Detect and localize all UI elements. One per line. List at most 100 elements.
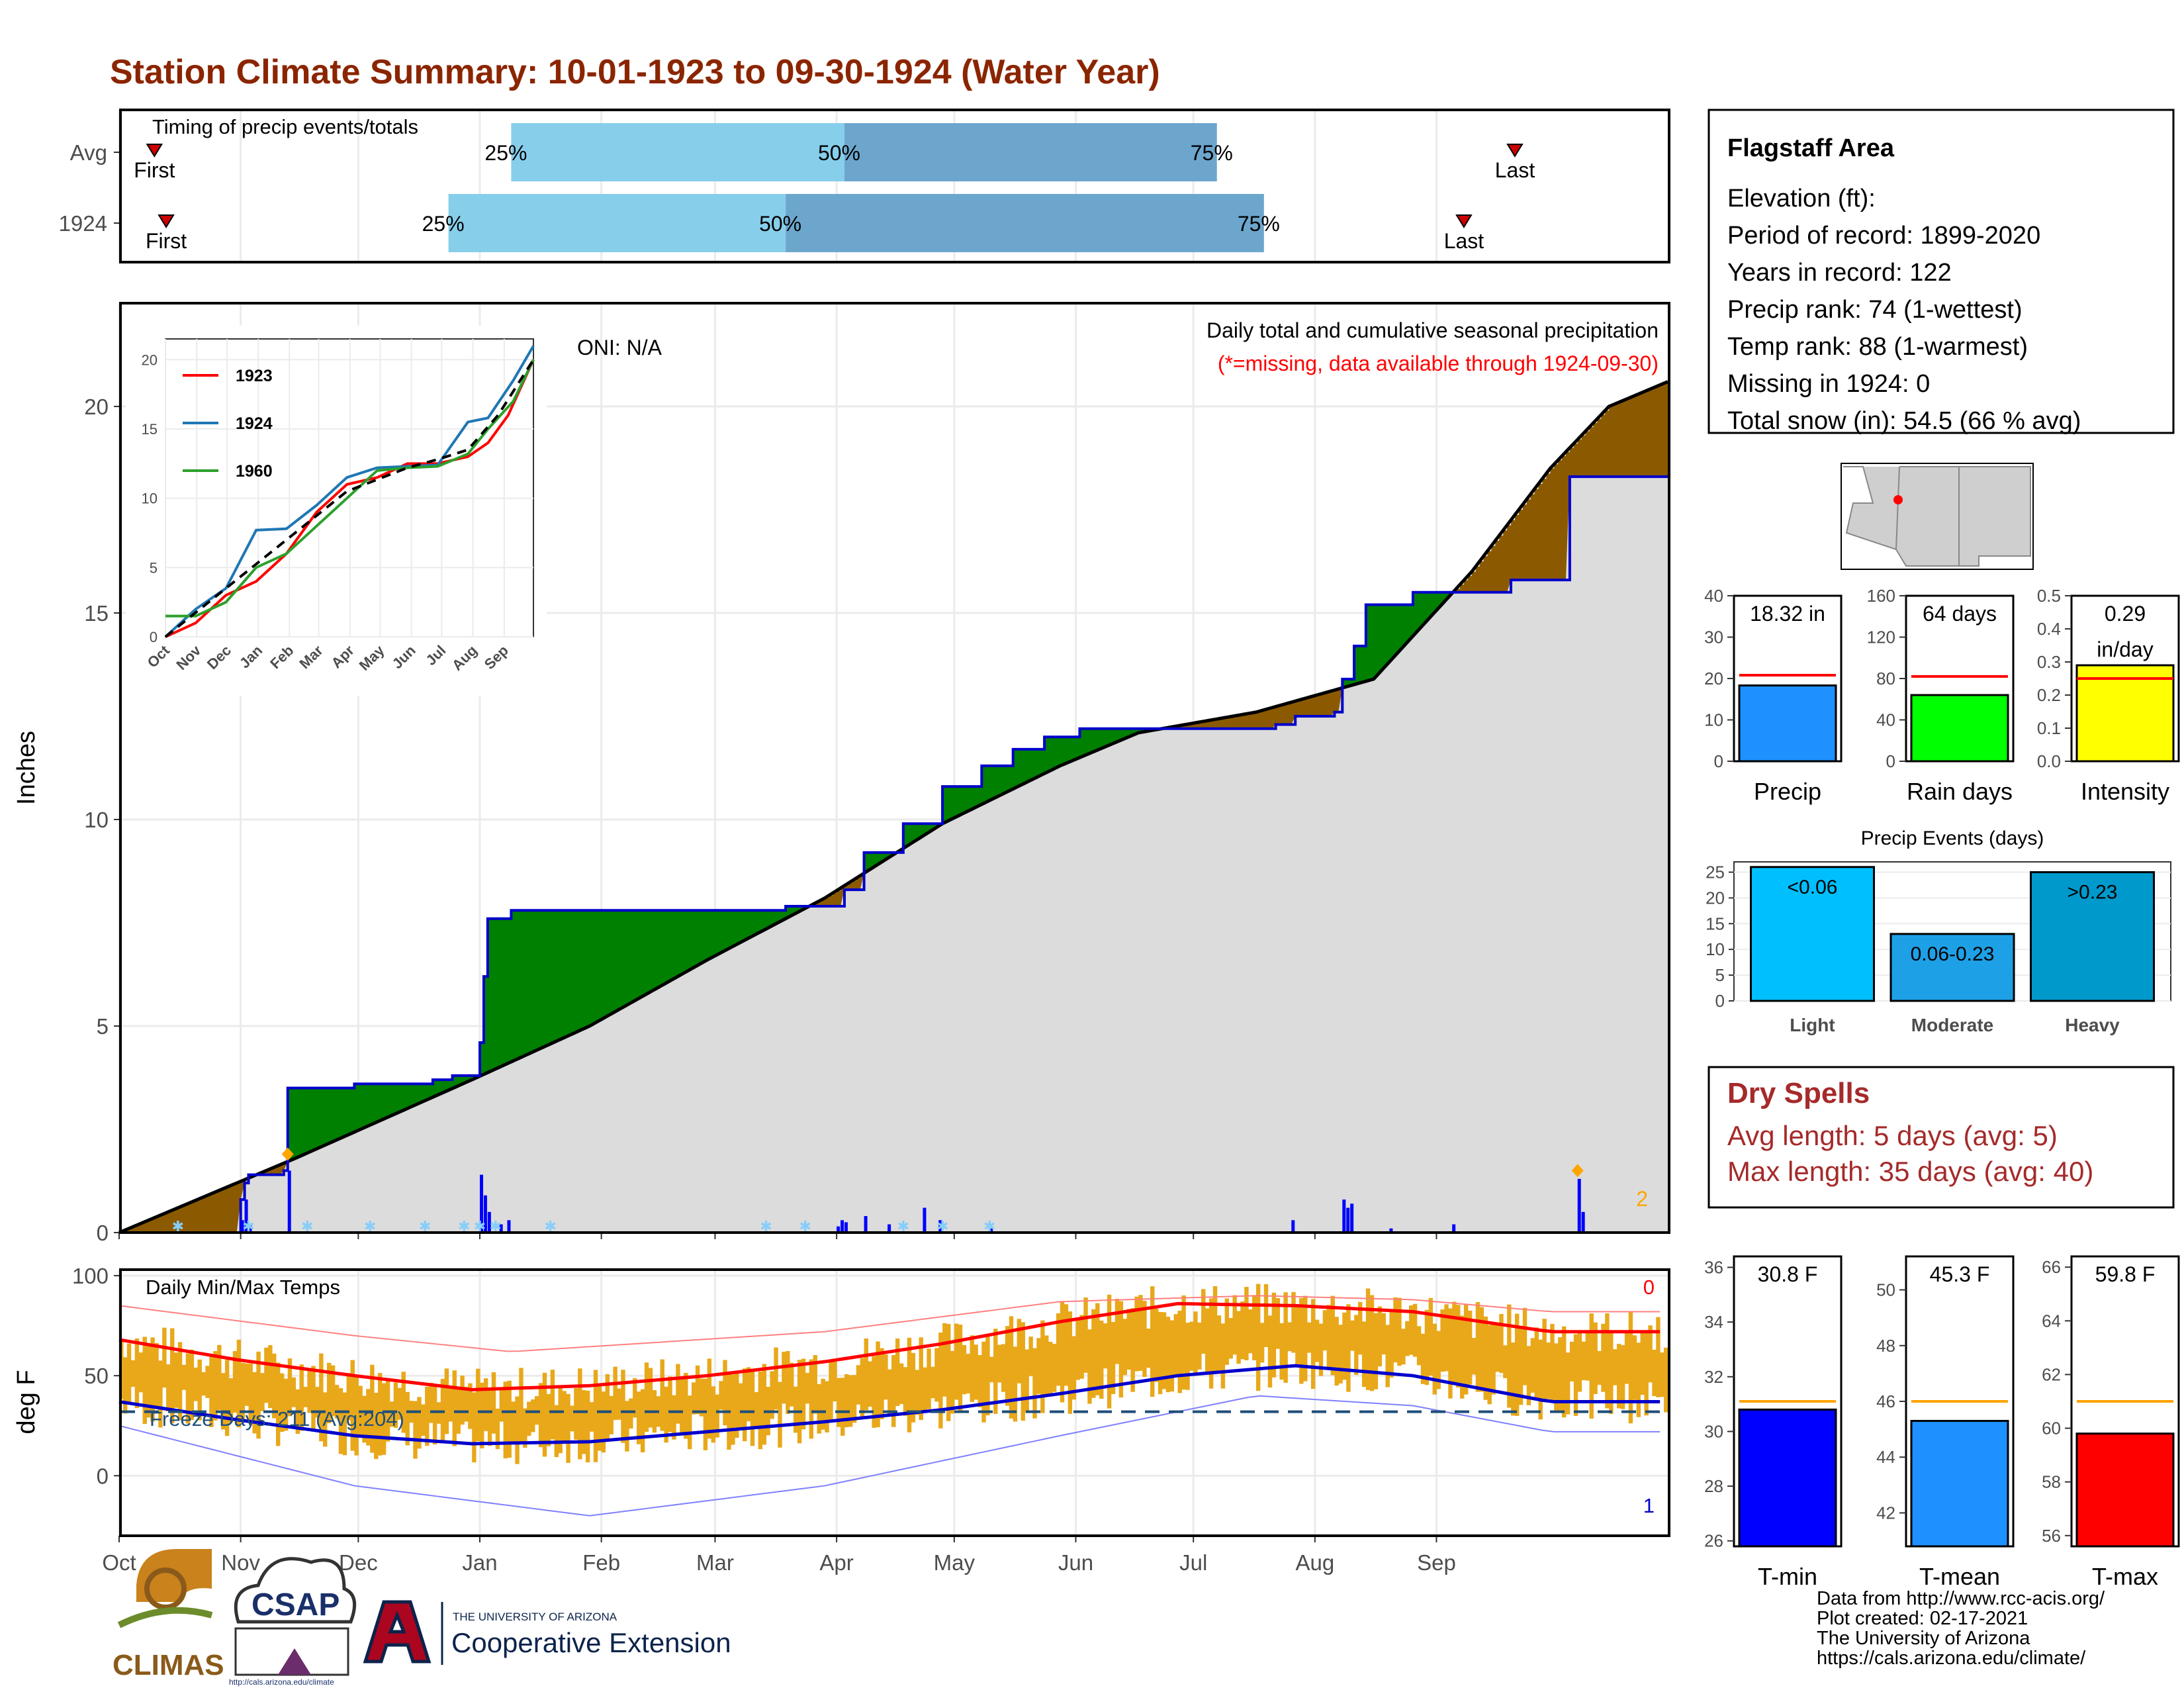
daily-temp-bar [1432,1323,1437,1395]
snow-icon: ✱ [419,1218,431,1235]
daily-temp-bar [562,1391,567,1442]
deficit-area [1605,410,1610,477]
deficit-area [1656,387,1661,477]
daily-temp-bar [817,1383,821,1434]
deficit-area [1597,418,1602,477]
deficit-area [1326,692,1332,716]
tmax-bar-chart: 56 58 60 62 64 66 59.8 F T-max [2042,1255,2180,1590]
deficit-area [1628,398,1633,477]
deficit-area [1593,422,1598,477]
surplus-area [1075,737,1081,759]
info-line: Temp rank: 88 (1-warmest) [1727,333,2028,361]
surplus-area [1052,737,1057,770]
daily-temp-bar [1158,1312,1163,1395]
daily-temp-bar [511,1401,516,1442]
daily-temp-bar [554,1405,559,1458]
daily-temp-bar [782,1352,786,1404]
small-bar-category-label: T-max [2092,1563,2158,1590]
daily-temp-bar [299,1364,304,1431]
last-marker-icon [1455,214,1473,228]
deficit-area [1511,520,1516,581]
small-bar-value-label: 30.8 F [1758,1262,1818,1286]
dry-line-1: Avg length: 5 days (avg: 5) [1727,1120,2058,1151]
surplus-area [742,910,747,942]
daily-temp-bar [558,1387,563,1454]
daily-temp-bar [1095,1303,1100,1395]
daily-temp-bar [668,1376,672,1432]
daily-temp-bar [1338,1325,1343,1383]
daily-temp-bar [334,1385,340,1419]
deficit-area [189,1203,195,1233]
daily-temp-bar [570,1405,574,1432]
daily-temp-bar [1436,1331,1441,1389]
daily-temp-bar [275,1362,281,1446]
deficit-area [1546,473,1551,581]
daily-temp-bar [170,1328,175,1423]
surplus-area [401,1084,406,1111]
daily-temp-bar [672,1395,676,1440]
daily-temp-bar [1385,1325,1390,1387]
daily-temp-bar [1279,1323,1284,1380]
surplus-area [1405,604,1410,645]
surplus-area [1083,728,1089,756]
small-bar-y-tick-label: 0.3 [2037,652,2061,672]
daily-temp-bar [1511,1342,1516,1416]
deficit-area [1554,464,1559,581]
daily-temp-bar [1475,1302,1480,1392]
deficit-area [213,1193,218,1233]
surplus-area [1440,592,1445,606]
surplus-area [1397,604,1402,653]
surplus-area [989,765,994,801]
daily-precip-bar [499,1224,503,1233]
daily-temp-bar [931,1366,935,1399]
small-bar-value-label: 0.29 [2105,602,2146,626]
daily-temp-bar [946,1324,951,1421]
surplus-area [931,823,936,831]
surplus-area [456,1075,461,1087]
daily-temp-bar [790,1362,794,1407]
surplus-area [1373,604,1379,679]
deficit-area [1456,588,1461,592]
surplus-area [1381,604,1387,671]
deficit-area [173,1209,179,1233]
surplus-area [601,910,606,1020]
daily-temp-bar [1369,1295,1375,1391]
missing-count-label: 2 [1636,1187,1648,1211]
surplus-area [319,1088,324,1148]
footer-line-4: https://cals.arizona.edu/climate/ [1817,1648,2086,1669]
events-y-tick-label: 5 [1715,965,1725,985]
daily-temp-bar [1656,1317,1661,1397]
events-title: Precip Events (days) [1861,827,2044,849]
surplus-area [605,910,610,1017]
ua-line-1: THE UNIVERSITY OF ARIZONA [453,1611,617,1623]
daily-temp-bar [248,1363,253,1425]
daily-temp-bar [1624,1331,1629,1384]
deficit-area [1569,447,1574,477]
daily-temp-bar [1467,1310,1473,1385]
surplus-area [699,910,704,964]
daily-temp-bar [1409,1305,1414,1355]
ua-line-2: Cooperative Extension [451,1627,731,1658]
surplus-area [381,1084,387,1120]
daily-temp-bar [181,1364,187,1390]
daily-temp-bar [1283,1292,1288,1383]
daily-temp-bar [1240,1301,1245,1360]
deficit-area [221,1190,226,1233]
small-bar-y-tick-label: 0 [1886,751,1895,771]
daily-temp-bar [205,1366,210,1398]
surplus-area [409,1084,414,1108]
daily-temp-bar [786,1350,790,1415]
small-bar-y-tick-label: 50 [1876,1280,1895,1300]
daily-temp-bar [1491,1323,1496,1395]
daily-temp-bar [1644,1331,1649,1416]
daily-temp-bar [1165,1317,1171,1393]
surplus-area [421,1084,426,1103]
daily-temp-bar [1581,1341,1586,1381]
csap-cloud-icon [234,1557,357,1624]
daily-temp-bar [1271,1292,1277,1378]
daily-temp-bar [1660,1352,1664,1397]
daily-temp-bar [1569,1341,1574,1382]
event-category-label: Moderate [1911,1015,1993,1035]
daily-temp-bar [833,1359,837,1402]
deficit-area [1573,444,1578,477]
